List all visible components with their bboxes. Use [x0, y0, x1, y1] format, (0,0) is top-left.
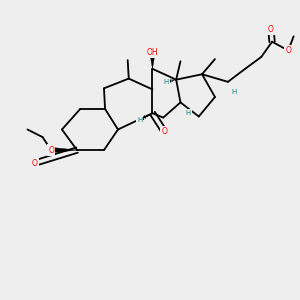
- Text: O: O: [32, 159, 38, 168]
- Text: O: O: [48, 146, 54, 154]
- Text: O: O: [285, 46, 291, 55]
- Text: OH: OH: [147, 48, 158, 57]
- Text: O: O: [268, 25, 274, 34]
- Text: H: H: [185, 110, 190, 116]
- Text: H: H: [164, 79, 169, 85]
- Polygon shape: [51, 147, 77, 153]
- Text: H: H: [137, 117, 142, 123]
- Text: H: H: [232, 88, 237, 94]
- Polygon shape: [150, 52, 155, 69]
- Text: O: O: [161, 127, 167, 136]
